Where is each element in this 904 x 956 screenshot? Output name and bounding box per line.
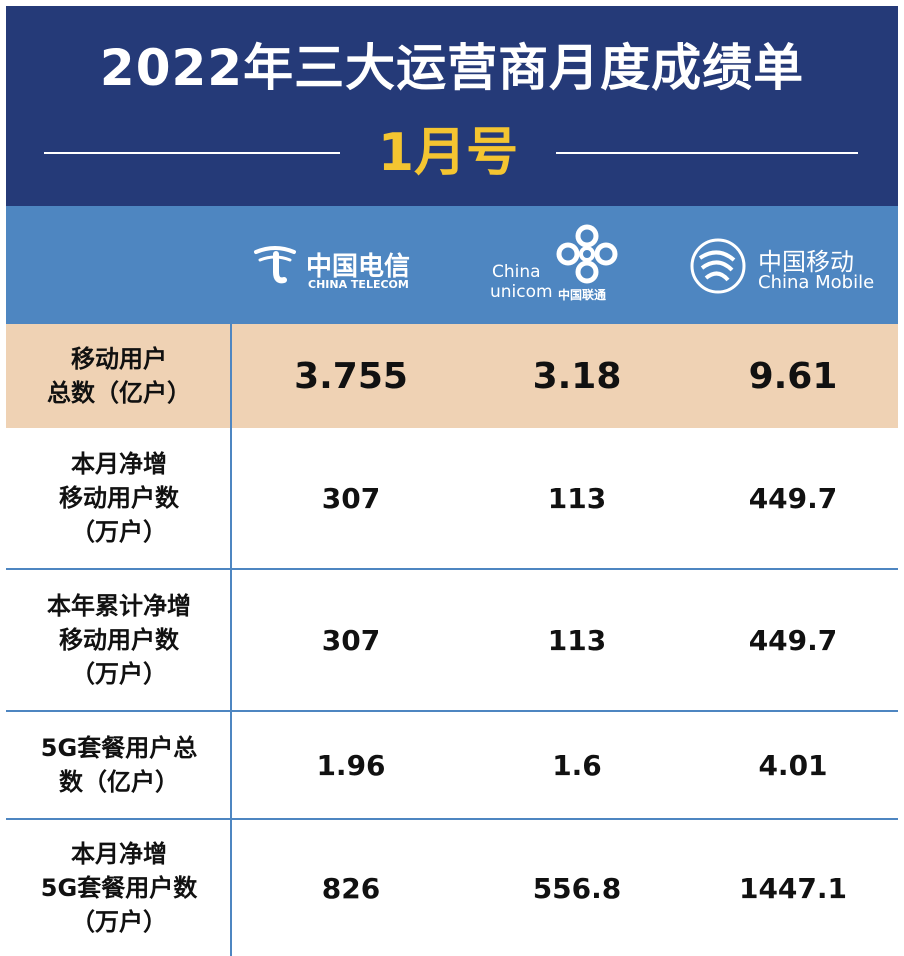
- divider-right: [556, 152, 858, 154]
- telecom-name-cn: 中国电信: [306, 252, 411, 282]
- telecom-value: 826: [321, 871, 381, 905]
- unicom-value: 556.8: [532, 871, 622, 905]
- table-row: 5G套餐用户总 数（亿户） 1.96 1.6 4.01: [6, 712, 898, 820]
- page-title: 2022年三大运营商月度成绩单: [99, 39, 805, 97]
- mobile-value: 4.01: [758, 748, 828, 782]
- row-label: 移动用户 总数（亿户）: [47, 345, 191, 407]
- row-label: 本月净增 移动用户数 （万户）: [59, 450, 179, 546]
- china-telecom-logo: 中国电信 CHINA TELECOM: [234, 206, 454, 324]
- subtitle-row: 1月号: [6, 118, 898, 188]
- telecom-name-en: CHINA TELECOM: [308, 278, 409, 291]
- carrier-logo-row: 中国电信 CHINA TELECOM China unicom 中国联通 中国: [6, 206, 898, 324]
- telecom-value: 307: [321, 623, 381, 657]
- mobile-value: 1447.1: [738, 871, 848, 905]
- header-banner: 2022年三大运营商月度成绩单 1月号: [6, 6, 898, 206]
- unicom-value: 113: [547, 481, 607, 515]
- unicom-name-en-line2: unicom: [490, 282, 553, 302]
- month-subtitle: 1月号: [377, 123, 519, 183]
- table-row: 本月净增 移动用户数 （万户） 307 113 449.7: [6, 428, 898, 570]
- mobile-value: 449.7: [748, 481, 838, 515]
- scorecard-table: 移动用户 总数（亿户） 3.755 3.18 9.61 本月净增 移动用户数 （…: [6, 324, 898, 956]
- table-row: 本年累计净增 移动用户数 （万户） 307 113 449.7: [6, 570, 898, 712]
- telecom-value: 1.96: [316, 748, 386, 782]
- unicom-value: 113: [547, 623, 607, 657]
- telecom-value: 307: [321, 481, 381, 515]
- mobile-value: 9.61: [748, 355, 838, 397]
- china-unicom-knot-icon: [556, 224, 618, 284]
- mobile-value: 449.7: [748, 623, 838, 657]
- unicom-name-en-line1: China: [492, 262, 541, 282]
- mobile-name-en: China Mobile: [758, 272, 875, 293]
- china-telecom-icon: [254, 246, 296, 284]
- column-divider: [230, 324, 232, 956]
- unicom-name-cn: 中国联通: [558, 288, 607, 302]
- row-label: 5G套餐用户总 数（亿户）: [40, 734, 198, 796]
- mobile-name-cn: 中国移动: [758, 248, 854, 276]
- table-row: 本月净增 5G套餐用户数 （万户） 826 556.8 1447.1: [6, 820, 898, 956]
- unicom-value: 1.6: [552, 748, 602, 782]
- divider-left: [44, 152, 340, 154]
- china-unicom-logo: China unicom 中国联通: [466, 206, 686, 324]
- telecom-value: 3.755: [294, 355, 408, 397]
- china-mobile-icon: [690, 238, 746, 294]
- china-mobile-logo: 中国移动 China Mobile: [686, 206, 898, 324]
- table-row: 移动用户 总数（亿户） 3.755 3.18 9.61: [6, 324, 898, 428]
- row-label: 本月净增 5G套餐用户数 （万户）: [40, 840, 198, 936]
- unicom-value: 3.18: [532, 355, 622, 397]
- row-label: 本年累计净增 移动用户数 （万户）: [47, 592, 191, 688]
